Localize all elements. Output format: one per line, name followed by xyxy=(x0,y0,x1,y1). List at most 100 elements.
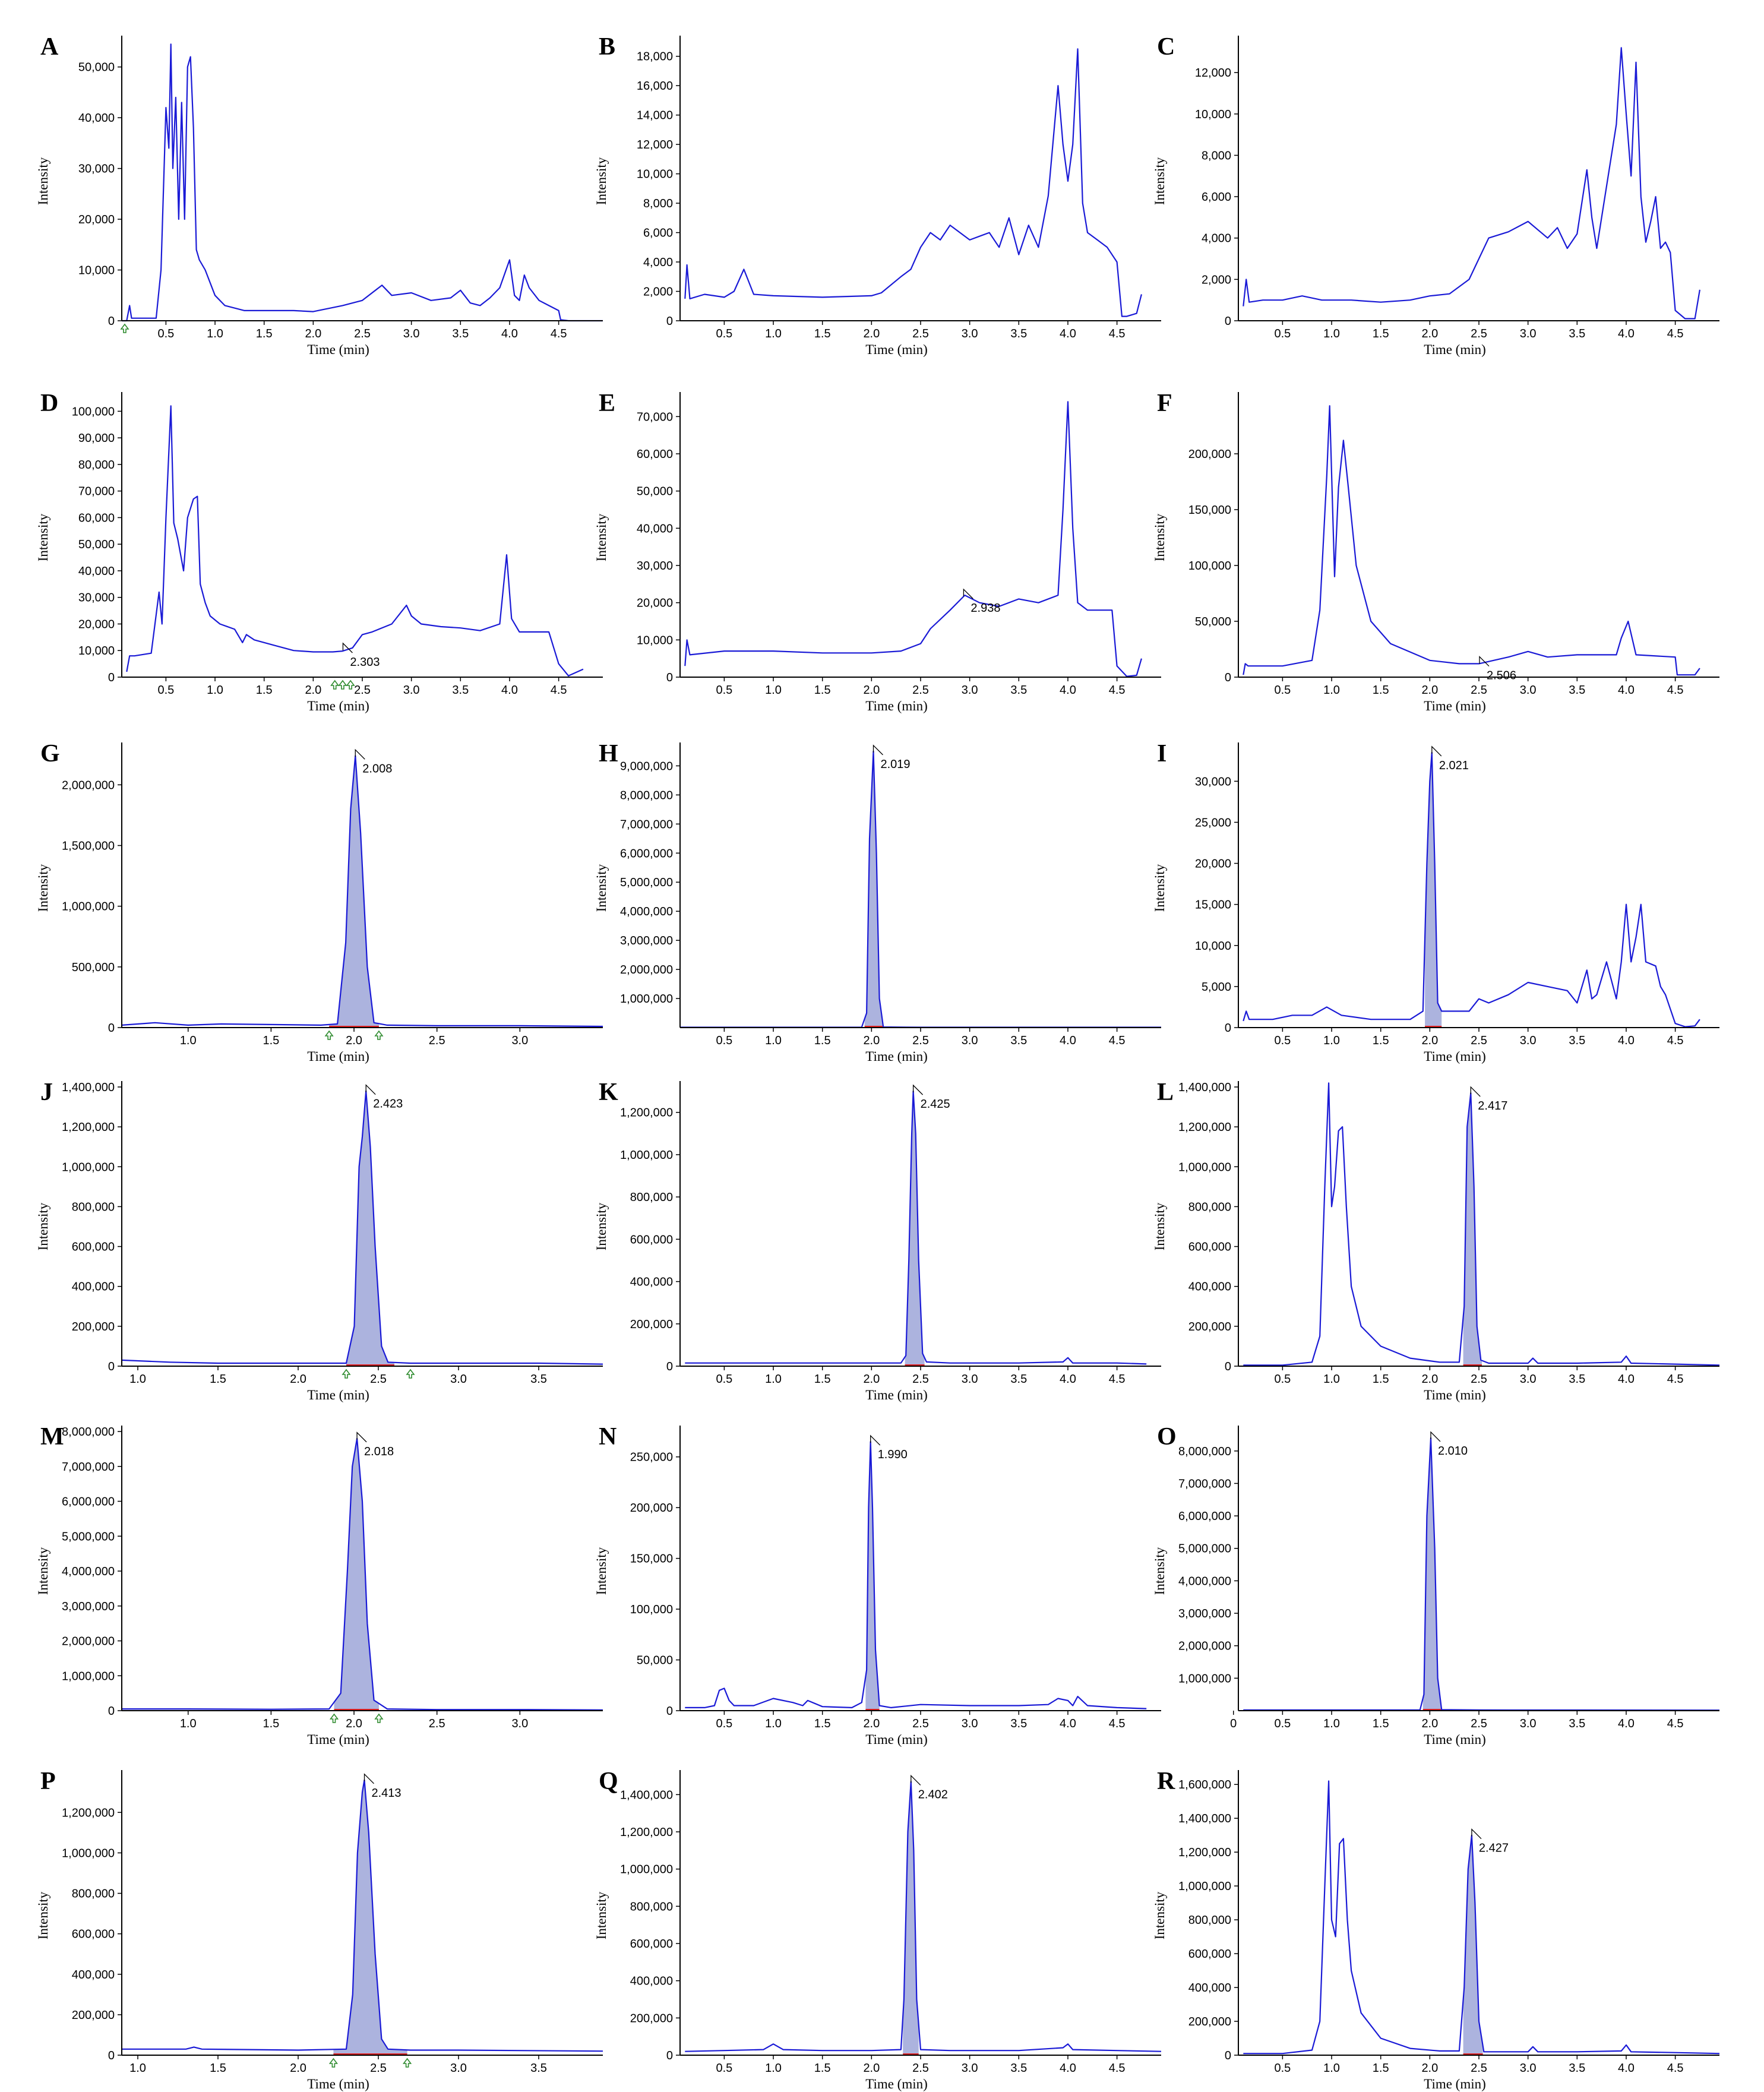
panel-d-xtick-label-4: 2.5 xyxy=(354,684,371,697)
panel-e-xtick-label-1: 1.0 xyxy=(765,684,782,697)
panel-f-peak-marker-0 xyxy=(1479,655,1490,667)
panel-l-xtick-label-8: 4.5 xyxy=(1667,1373,1684,1386)
panel-e-ytick-label-0: 0 xyxy=(666,671,673,684)
panel-o-xtick-label-8: 4.0 xyxy=(1618,1717,1635,1730)
panel-n-peak-marker-0 xyxy=(870,1434,881,1446)
panel-h-xtick-label-8: 4.5 xyxy=(1109,1034,1126,1047)
panel-a-xtick-label-0: 0.5 xyxy=(157,327,174,340)
panel-b-xtick-label-1: 1.0 xyxy=(765,327,782,340)
panel-k-xtick-label-3: 2.0 xyxy=(863,1373,880,1386)
panel-e-letter: E xyxy=(599,390,615,417)
panel-p-xtick-label-2: 2.0 xyxy=(290,2062,306,2075)
panel-l-ytick-label-5: 1,000,000 xyxy=(1178,1161,1231,1174)
panel-q: Q 0.5 1.0 1.5 2.0 2.5 3.0 3.5 4.0 4.5 0 200,000 400,… xyxy=(594,1768,1162,2091)
panel-m-ytick-label-4: 4,000,000 xyxy=(62,1565,115,1578)
panel-p-ytick-label-1: 200,000 xyxy=(72,2009,115,2022)
panel-n-ytick-label-3: 150,000 xyxy=(630,1553,673,1566)
panel-o-xtick-label-7: 3.5 xyxy=(1569,1717,1585,1730)
panel-p-xtick-label-0: 1.0 xyxy=(129,2062,146,2075)
panel-q-ytick-label-1: 200,000 xyxy=(630,2012,673,2025)
panel-d: D 0.5 1.0 1.5 2.0 2.5 3.0 3.5 4.0 4.5 0 10,000 20,00… xyxy=(36,390,603,713)
panel-l-xtick-label-6: 3.5 xyxy=(1569,1373,1585,1386)
panel-j-ytick-label-0: 0 xyxy=(108,1360,115,1373)
panel-i-xtick-label-2: 1.5 xyxy=(1373,1034,1389,1047)
panel-a-letter: A xyxy=(40,33,59,61)
panel-i-xtick-label-3: 2.0 xyxy=(1421,1034,1438,1047)
panel-f-xtick-label-4: 2.5 xyxy=(1471,684,1487,697)
panel-e-xtick-label-2: 1.5 xyxy=(814,684,831,697)
panel-r-series-line xyxy=(1243,1780,1720,2055)
panel-g-peak-fill-0 xyxy=(329,760,379,1028)
panel-d-letter: D xyxy=(40,390,58,417)
panel-p-xtick-label-5: 3.5 xyxy=(530,2062,547,2075)
panel-o-ytick-label-7: 8,000,000 xyxy=(1178,1445,1231,1458)
panel-f-peak-label-0: 2.506 xyxy=(1487,669,1516,682)
panel-k-letter: K xyxy=(599,1079,618,1106)
panel-q-ylabel: Intensity xyxy=(594,1891,609,1939)
panel-o-xtick-label-1: 0.5 xyxy=(1274,1717,1291,1730)
panel-g-peak-marker-0 xyxy=(355,748,365,760)
panel-r-xtick-label-2: 1.5 xyxy=(1373,2062,1389,2075)
panel-h-xtick-label-0: 0.5 xyxy=(716,1034,732,1047)
panel-c-ytick-label-6: 12,000 xyxy=(1195,67,1231,80)
panel-g-ytick-label-1: 500,000 xyxy=(72,961,115,974)
panel-q-xtick-label-2: 1.5 xyxy=(814,2062,831,2075)
panel-p-xtick-label-4: 3.0 xyxy=(450,2062,467,2075)
panel-f-ytick-label-1: 50,000 xyxy=(1195,615,1231,628)
panel-p-peak-fill-0 xyxy=(333,1781,407,2055)
panel-c-xtick-label-6: 3.5 xyxy=(1569,327,1585,340)
panel-b-xtick-label-6: 3.5 xyxy=(1010,327,1027,340)
panel-l-xtick-label-3: 2.0 xyxy=(1421,1373,1438,1386)
panel-k-xtick-label-8: 4.5 xyxy=(1109,1373,1126,1386)
panel-o-ylabel: Intensity xyxy=(1152,1547,1167,1595)
panel-e-xlabel: Time (min) xyxy=(865,699,928,713)
panel-b-ytick-label-8: 16,000 xyxy=(637,80,673,93)
panel-p-ytick-label-0: 0 xyxy=(108,2049,115,2062)
panel-o-ytick-label-1: 2,000,000 xyxy=(1178,1640,1231,1653)
panel-o-xtick-label-4: 2.0 xyxy=(1421,1717,1438,1730)
panel-m-boundary-arrow-icon-0 xyxy=(329,1713,339,1723)
panel-m-ytick-label-2: 2,000,000 xyxy=(62,1635,115,1648)
panel-i-xtick-label-1: 1.0 xyxy=(1323,1034,1340,1047)
panel-n-xtick-label-5: 3.0 xyxy=(962,1717,978,1730)
panel-o-xtick-label-6: 3.0 xyxy=(1520,1717,1537,1730)
panel-q-peak-label-0: 2.402 xyxy=(918,1788,948,1801)
panel-k-xlabel: Time (min) xyxy=(865,1388,928,1402)
panel-b-ytick-label-2: 4,000 xyxy=(643,256,673,269)
panel-c-xlabel: Time (min) xyxy=(1424,342,1486,357)
panel-m-ytick-label-3: 3,000,000 xyxy=(62,1600,115,1613)
panel-a-series-line xyxy=(122,43,603,322)
panel-q-ytick-label-0: 0 xyxy=(666,2049,673,2062)
panel-m-ytick-label-8: 8,000,000 xyxy=(62,1426,115,1439)
panel-q-xlabel: Time (min) xyxy=(865,2077,928,2091)
panel-e-ytick-label-5: 50,000 xyxy=(637,485,673,498)
panel-o-series-line xyxy=(1243,1437,1720,1711)
panel-b-series-line xyxy=(684,48,1142,317)
panel-c-ytick-label-3: 6,000 xyxy=(1202,191,1231,204)
panel-r-ytick-label-4: 800,000 xyxy=(1188,1914,1231,1927)
panel-c-xtick-label-7: 4.0 xyxy=(1618,327,1635,340)
panel-j-peak-label-0: 2.423 xyxy=(373,1098,403,1111)
panel-n-xtick-label-7: 4.0 xyxy=(1060,1717,1076,1730)
panel-h-ytick-label-6: 7,000,000 xyxy=(620,818,673,831)
panel-o-peak-label-0: 2.010 xyxy=(1438,1445,1468,1458)
panel-m-ytick-label-5: 5,000,000 xyxy=(62,1530,115,1543)
panel-h-letter: H xyxy=(599,740,618,767)
panel-o-xtick-label-5: 2.5 xyxy=(1471,1717,1487,1730)
panel-r-xtick-label-3: 2.0 xyxy=(1421,2062,1438,2075)
panel-k-xtick-label-1: 1.0 xyxy=(765,1373,782,1386)
panel-n-letter: N xyxy=(599,1423,617,1451)
panel-o-ytick-label-0: 1,000,000 xyxy=(1178,1672,1231,1685)
panel-d-xtick-label-0: 0.5 xyxy=(157,684,174,697)
panel-f-xtick-label-3: 2.0 xyxy=(1421,684,1438,697)
panel-r-ytick-label-3: 600,000 xyxy=(1188,1948,1231,1961)
panel-d-xtick-label-6: 3.5 xyxy=(452,684,469,697)
panel-c-ytick-label-1: 2,000 xyxy=(1202,273,1231,286)
panel-m-peak-fill-0 xyxy=(334,1441,379,1711)
panel-n-xtick-label-6: 3.5 xyxy=(1010,1717,1027,1730)
panel-q-ytick-label-6: 1,200,000 xyxy=(620,1826,673,1839)
panel-i-xtick-label-5: 3.0 xyxy=(1520,1034,1537,1047)
panel-n-ytick-label-0: 0 xyxy=(666,1705,673,1718)
panel-h-peak-fill-0 xyxy=(864,752,884,1028)
panel-n-ytick-label-5: 250,000 xyxy=(630,1451,673,1464)
